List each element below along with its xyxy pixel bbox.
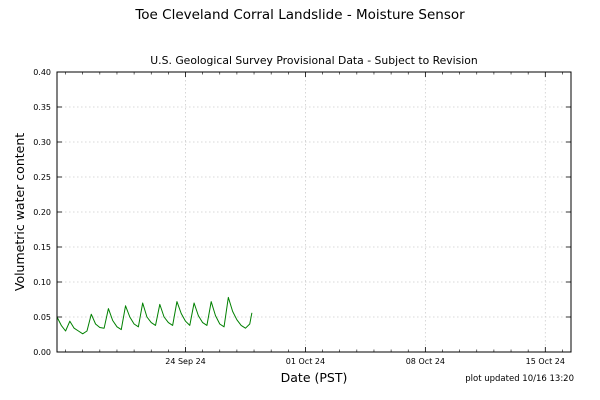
series-layer (56, 296, 253, 335)
y-tick-label: 0.20 (33, 208, 51, 217)
y-tick-label: 0.10 (33, 278, 51, 287)
x-axis-label: Date (PST) (281, 370, 348, 385)
grid (57, 72, 571, 352)
x-tick-label: 15 Oct 24 (526, 357, 565, 366)
tick-labels: 0.00 0.05 0.10 0.15 0.20 0.25 0.30 0.35 0.40 24 S… (33, 68, 565, 366)
y-tick-label: 0.00 (33, 348, 51, 357)
y-tick-label: 0.25 (33, 173, 51, 182)
plot-updated-note: plot updated 10/16 13:20 (465, 374, 574, 384)
y-tick-label: 0.15 (33, 243, 51, 252)
y-axis-label: Volumetric water content (12, 133, 27, 291)
chart-title: Toe Cleveland Corral Landslide - Moistur… (134, 7, 465, 23)
plot-area-frame (56, 71, 572, 353)
series-line-moisture (56, 296, 253, 335)
y-tick-label: 0.30 (33, 138, 51, 147)
y-tick-label: 0.05 (33, 313, 51, 322)
y-tick-label: 0.35 (33, 103, 51, 112)
y-tick-label: 0.40 (33, 68, 51, 77)
chart-subtitle: U.S. Geological Survey Provisional Data … (150, 54, 477, 67)
x-tick-label: 24 Sep 24 (165, 357, 206, 366)
x-tick-label: 01 Oct 24 (286, 357, 325, 366)
x-tick-label: 08 Oct 24 (406, 357, 445, 366)
